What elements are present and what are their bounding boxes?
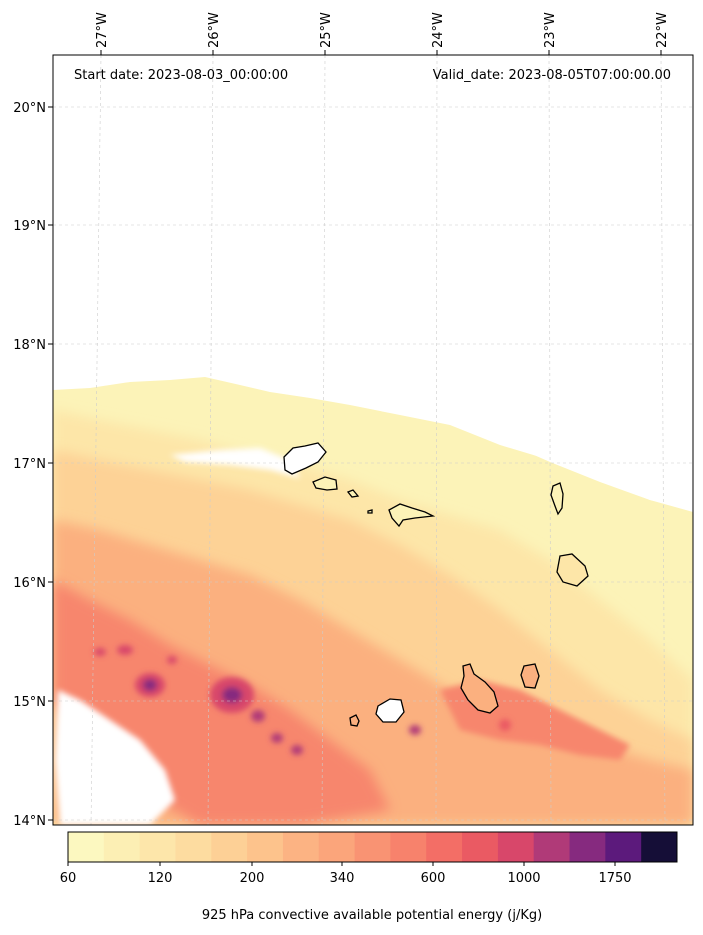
island-branco [367,509,373,514]
island-santiago [460,663,499,714]
colorbar-bin [462,832,499,862]
cape-field [53,377,693,825]
cape-verde-islands [283,442,589,727]
colorbar-tick-label: 600 [421,871,446,886]
colorbar-bin [68,832,105,862]
lon-labels: 27°W 26°W 25°W 24°W 23°W 22°W [95,12,670,48]
colorbar-bin [390,832,427,862]
island-fogo [375,698,405,723]
map-frame [52,54,694,826]
lat-label: 17°N [13,457,46,472]
colorbar-bin [354,832,391,862]
lon-label: 26°W [207,12,222,48]
lat-label: 18°N [13,338,46,353]
colorbar-tick-label: 340 [330,871,355,886]
lon-label: 27°W [95,12,110,48]
lat-label: 16°N [13,576,46,591]
colorbar-tick-label: 1000 [507,871,540,886]
island-brava [349,714,360,727]
map-plot-area [53,55,693,825]
colorbar-bin [139,832,176,862]
colorbar-tick-label: 1750 [598,871,631,886]
island-boa-vista [556,553,589,587]
colorbar-bin [247,832,284,862]
lon-label: 25°W [319,12,334,48]
cape-gap-ne [500,440,693,510]
valid-date-label: Valid_date: 2023-08-05T07:00:00.00 [433,68,671,83]
island-sao-vicente [312,476,338,491]
lon-label: 23°W [543,12,558,48]
colorbar-bins [68,832,678,862]
start-date-label: Start date: 2023-08-03_00:00:00 [74,68,288,83]
lon-ticks [100,50,662,55]
lat-ticks [48,106,53,821]
lat-label: 14°N [13,814,46,829]
lat-label: 20°N [13,101,46,116]
colorbar-bin [211,832,248,862]
colorbar-bin [175,832,212,862]
cape-gap-sw [55,690,175,825]
colorbar-bin [282,832,320,862]
colorbar: 60 120 200 340 600 1000 1750 925 hPa con… [60,831,678,923]
colorbar-ticks [67,862,616,866]
colorbar-bin [641,832,678,862]
lat-labels: 20°N 19°N 18°N 17°N 16°N 15°N 14°N [13,101,46,829]
lon-label: 24°W [431,12,446,48]
lat-label: 15°N [13,695,46,710]
cape-cells [94,645,511,755]
colorbar-bin [533,832,571,862]
lon-label: 22°W [655,12,670,48]
colorbar-bin [426,832,463,862]
island-maio [520,663,540,689]
colorbar-tick-label: 60 [60,871,77,886]
colorbar-bin [605,832,642,862]
colorbar-bin [103,832,141,862]
colorbar-bin [497,832,535,862]
map-gridlines [53,55,693,825]
colorbar-bin [569,832,606,862]
island-sal [550,482,564,516]
colorbar-bin [318,832,356,862]
island-santa-luzia [346,489,360,498]
colorbar-frame [67,831,678,863]
island-santo-antao [283,442,327,475]
lat-label: 19°N [13,219,46,234]
colorbar-tick-label: 120 [148,871,173,886]
colorbar-tick-label: 200 [240,871,265,886]
colorbar-title: 925 hPa convective available potential e… [202,908,542,923]
island-sao-nicolau [388,503,436,528]
